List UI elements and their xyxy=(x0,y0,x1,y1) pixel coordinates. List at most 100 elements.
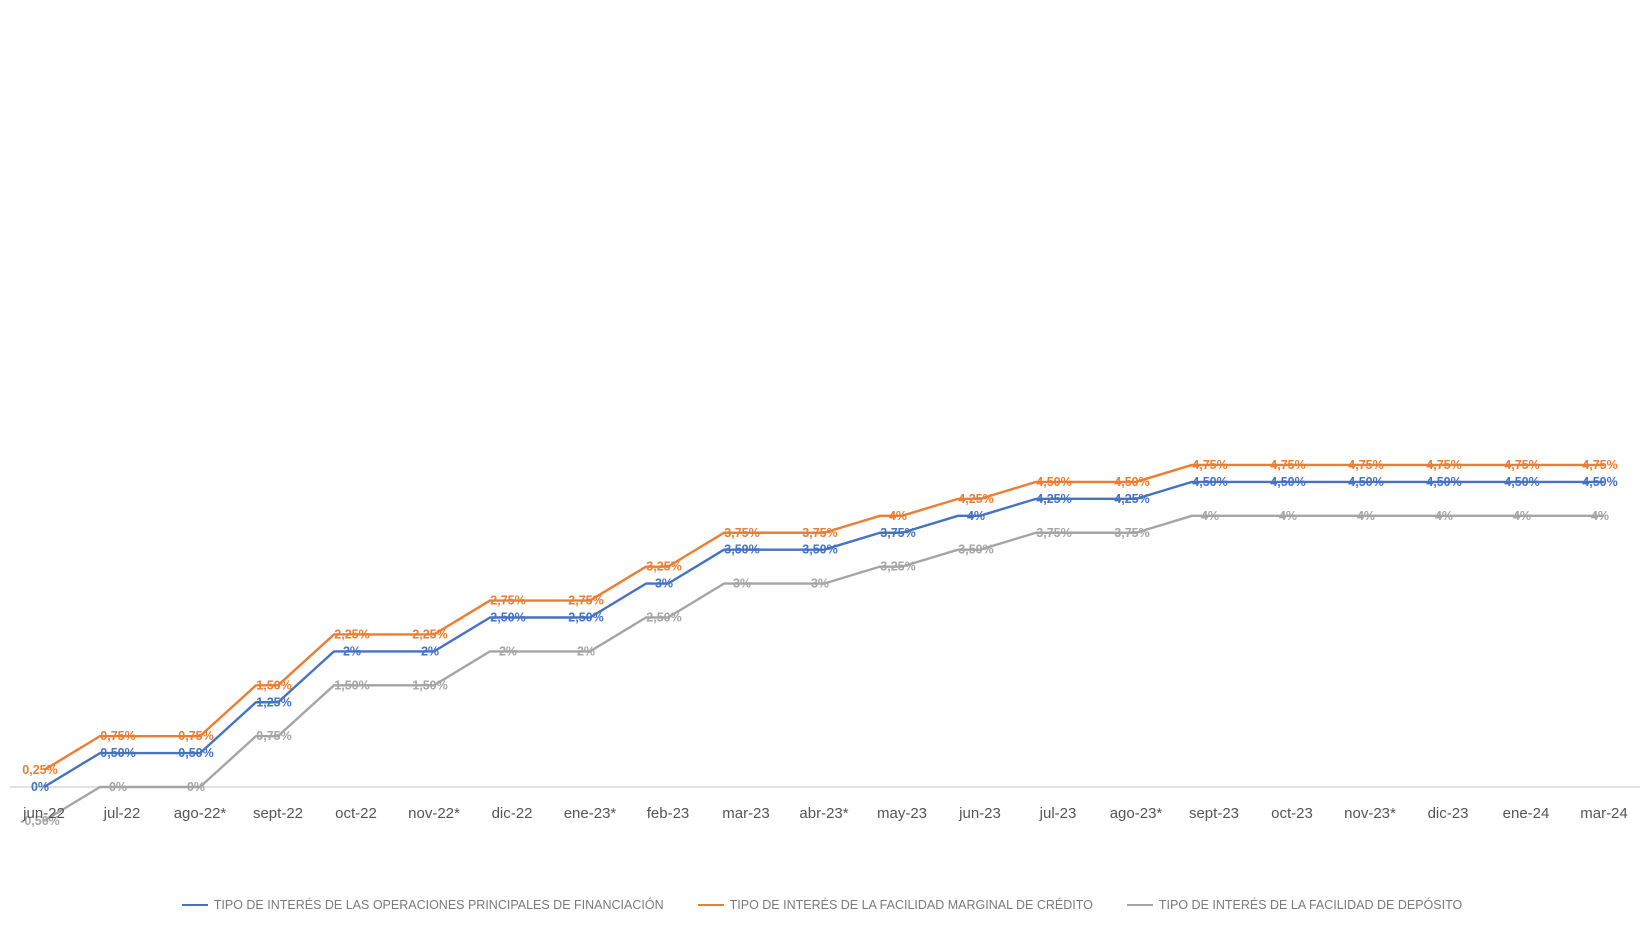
data-label-credito: 4,25% xyxy=(958,492,993,506)
data-label-credito: 4,75% xyxy=(1426,458,1461,472)
data-label-financiacion: 0% xyxy=(31,780,49,794)
series-line-deposito xyxy=(43,514,1604,822)
data-label-credito: 1,50% xyxy=(256,678,291,692)
data-label-credito: 2,75% xyxy=(490,594,525,608)
legend-label-financiacion: TIPO DE INTERÉS DE LAS OPERACIONES PRINC… xyxy=(213,898,664,912)
data-label-financiacion: 4,25% xyxy=(1036,492,1071,506)
legend-label-credito: TIPO DE INTERÉS DE LA FACILIDAD MARGINAL… xyxy=(729,898,1093,912)
x-tick-label: ene-24 xyxy=(1503,805,1550,822)
data-label-credito: 4,50% xyxy=(1114,475,1149,489)
x-tick-label: abr-23* xyxy=(799,805,848,822)
data-label-deposito: 4% xyxy=(1435,509,1453,523)
x-tick-label: sept-22 xyxy=(253,805,303,822)
data-label-financiacion: 4,50% xyxy=(1348,475,1383,489)
data-label-credito: 2,25% xyxy=(412,627,447,641)
x-tick-label: feb-23 xyxy=(647,805,690,822)
data-label-deposito: 2% xyxy=(577,644,595,658)
legend-swatch-credito xyxy=(697,904,724,906)
data-label-deposito: 4% xyxy=(1201,509,1219,523)
data-label-credito: 3,75% xyxy=(802,526,837,540)
data-label-deposito: 3% xyxy=(811,577,829,591)
x-tick-label: oct-23 xyxy=(1271,805,1313,822)
x-tick-label: nov-23* xyxy=(1344,805,1396,822)
data-label-deposito: 4% xyxy=(1279,509,1297,523)
data-label-deposito: 3,50% xyxy=(958,543,993,557)
x-tick-label: ene-23* xyxy=(564,805,617,822)
data-label-deposito: -0,50% xyxy=(20,814,60,828)
data-label-financiacion: 0,50% xyxy=(100,746,135,760)
data-label-credito: 4,75% xyxy=(1504,458,1539,472)
data-label-credito: 0,25% xyxy=(22,763,57,777)
x-tick-label: jul-22 xyxy=(103,805,141,822)
legend-item-deposito: TIPO DE INTERÉS DE LA FACILIDAD DE DEPÓS… xyxy=(1126,898,1463,912)
data-label-credito: 4,75% xyxy=(1348,458,1383,472)
data-label-financiacion: 3,50% xyxy=(724,543,759,557)
x-tick-label: jul-23 xyxy=(1039,805,1077,822)
legend-swatch-deposito xyxy=(1126,904,1153,906)
data-label-financiacion: 2% xyxy=(343,644,361,658)
data-label-deposito: 0% xyxy=(187,780,205,794)
data-label-deposito: 4% xyxy=(1513,509,1531,523)
data-label-financiacion: 4,50% xyxy=(1192,475,1227,489)
series-lines xyxy=(43,463,1604,822)
data-label-financiacion: 4,50% xyxy=(1426,475,1461,489)
data-label-credito: 4,75% xyxy=(1582,458,1617,472)
data-label-deposito: 0,75% xyxy=(256,729,291,743)
data-labels: 0% 0,50% 0,50% 1,25% 2% 2% 2,50% 2,50% 3% 3,50% 3,… xyxy=(20,458,1618,828)
series-line-financiacion xyxy=(43,480,1604,789)
legend-item-financiacion: TIPO DE INTERÉS DE LAS OPERACIONES PRINC… xyxy=(181,898,664,912)
data-label-credito: 2,25% xyxy=(334,627,369,641)
x-tick-label: sept-23 xyxy=(1189,805,1239,822)
data-label-financiacion: 4,50% xyxy=(1504,475,1539,489)
x-tick-label: mar-24 xyxy=(1580,805,1628,822)
data-label-financiacion: 2,50% xyxy=(490,611,525,625)
data-label-deposito: 1,50% xyxy=(334,678,369,692)
data-label-deposito: 2,50% xyxy=(646,611,681,625)
chart-legend: TIPO DE INTERÉS DE LAS OPERACIONES PRINC… xyxy=(0,898,1644,912)
data-label-financiacion: 4% xyxy=(967,509,985,523)
data-label-financiacion: 0,50% xyxy=(178,746,213,760)
data-label-credito: 0,75% xyxy=(100,729,135,743)
data-label-financiacion: 4,50% xyxy=(1270,475,1305,489)
data-label-financiacion: 1,25% xyxy=(256,695,291,709)
x-tick-label: oct-22 xyxy=(335,805,377,822)
data-label-deposito: 3,75% xyxy=(1036,526,1071,540)
data-label-credito: 3,75% xyxy=(724,526,759,540)
x-tick-label: nov-22* xyxy=(408,805,460,822)
x-tick-label: dic-23 xyxy=(1428,805,1469,822)
x-tick-label: mar-23 xyxy=(722,805,770,822)
data-label-deposito: 1,50% xyxy=(412,678,447,692)
legend-swatch-financiacion xyxy=(181,904,208,906)
data-label-financiacion: 3,75% xyxy=(880,526,915,540)
data-label-financiacion: 3,50% xyxy=(802,543,837,557)
data-label-deposito: 2% xyxy=(499,644,517,658)
data-label-credito: 3,25% xyxy=(646,560,681,574)
data-label-deposito: 3% xyxy=(733,577,751,591)
x-tick-label: dic-22 xyxy=(492,805,533,822)
x-tick-label: ago-23* xyxy=(1110,805,1163,822)
data-label-financiacion: 4,50% xyxy=(1582,475,1617,489)
data-label-deposito: 4% xyxy=(1357,509,1375,523)
data-label-financiacion: 2% xyxy=(421,644,439,658)
x-tick-label: jun-23 xyxy=(958,805,1001,822)
data-label-credito: 4,75% xyxy=(1192,458,1227,472)
data-label-credito: 4,75% xyxy=(1270,458,1305,472)
legend-item-credito: TIPO DE INTERÉS DE LA FACILIDAD MARGINAL… xyxy=(697,898,1093,912)
x-tick-label: jun-22 xyxy=(22,805,65,822)
data-label-deposito: 3,75% xyxy=(1114,526,1149,540)
data-label-deposito: 0% xyxy=(109,780,127,794)
data-label-credito: 4% xyxy=(889,509,907,523)
data-label-credito: 2,75% xyxy=(568,594,603,608)
x-axis-tick-labels: jun-22 jul-22 ago-22* sept-22 oct-22 nov-22* d… xyxy=(22,805,1628,822)
data-label-deposito: 3,25% xyxy=(880,560,915,574)
data-label-deposito: 4% xyxy=(1591,509,1609,523)
data-label-credito: 0,75% xyxy=(178,729,213,743)
data-label-financiacion: 3% xyxy=(655,577,673,591)
data-label-financiacion: 4,25% xyxy=(1114,492,1149,506)
legend-label-deposito: TIPO DE INTERÉS DE LA FACILIDAD DE DEPÓS… xyxy=(1158,898,1463,912)
x-tick-label: ago-22* xyxy=(174,805,227,822)
data-label-financiacion: 2,50% xyxy=(568,611,603,625)
x-tick-label: may-23 xyxy=(877,805,927,822)
data-label-credito: 4,50% xyxy=(1036,475,1071,489)
